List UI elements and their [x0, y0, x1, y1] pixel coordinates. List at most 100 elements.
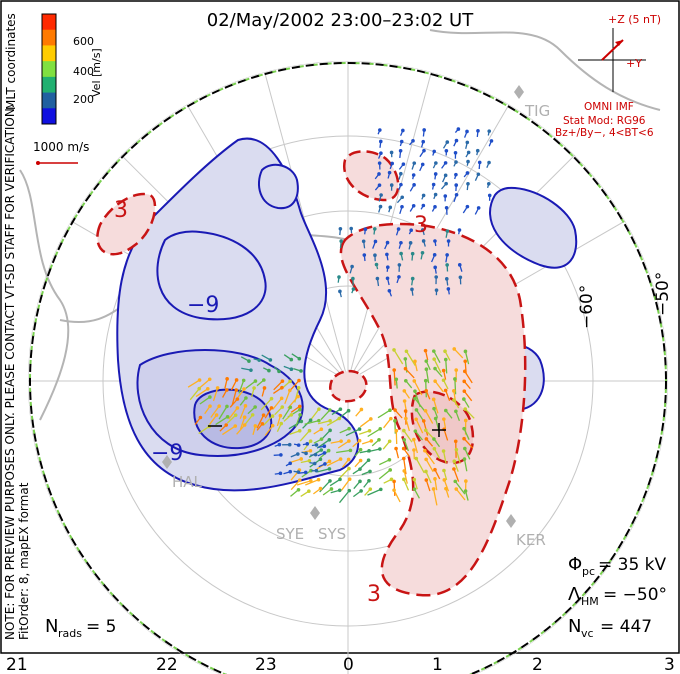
velocity-vector-origin — [465, 129, 469, 134]
velocity-vector-origin — [433, 467, 437, 472]
velocity-vector-origin — [463, 407, 468, 411]
station-marker-sye — [310, 506, 320, 520]
velocity-vector-origin — [278, 413, 283, 418]
velocity-vector-origin — [308, 448, 313, 453]
velocity-vector-origin — [252, 386, 256, 390]
velocity-vector-origin — [433, 416, 438, 421]
velocity-vector — [453, 460, 459, 472]
velocity-vector-origin — [413, 396, 417, 401]
velocity-vector-origin — [487, 160, 491, 165]
coastline-antarctic-west — [19, 169, 70, 421]
negative-contour-small — [258, 163, 299, 210]
velocity-vector — [454, 480, 466, 495]
colorbar — [41, 13, 57, 125]
velocity-vector — [433, 358, 442, 374]
velocity-vector — [453, 468, 460, 482]
velocity-vector — [226, 414, 237, 424]
velocity-vector-origin — [316, 477, 321, 482]
velocity-vector-origin — [404, 349, 409, 354]
fit-order-note: FitOrder: 8, mapEX format — [17, 482, 31, 640]
velocity-vector-origin — [411, 204, 416, 208]
velocity-vector — [463, 428, 470, 440]
velocity-vector-origin — [454, 138, 459, 143]
velocity-vector — [463, 390, 473, 402]
velocity-vector-origin — [357, 427, 362, 431]
velocity-vectors — [187, 127, 494, 506]
velocity-vector-origin — [197, 378, 202, 382]
velocity-vector-origin — [444, 277, 449, 281]
velocity-vector-origin — [388, 205, 393, 210]
velocity-vector — [239, 416, 246, 430]
velocity-vector — [393, 489, 401, 503]
velocity-vector-origin — [287, 442, 292, 447]
hm-boundary-green — [29, 62, 667, 674]
velocity-vector — [393, 369, 396, 386]
velocity-vector-origin — [307, 489, 311, 494]
velocity-vector-origin — [487, 129, 492, 133]
velocity-vector — [378, 469, 391, 480]
velocity-vector-origin — [476, 206, 481, 210]
velocity-vector-origin — [309, 479, 313, 483]
velocity-vector-origin — [338, 226, 343, 231]
velocity-vector — [229, 398, 238, 408]
velocity-vector-origin — [297, 478, 302, 483]
velocity-vector-origin — [379, 151, 383, 155]
velocity-vector-origin — [421, 139, 426, 144]
positive-contour-noon — [342, 150, 400, 202]
velocity-vector-origin — [400, 195, 405, 200]
velocity-vector — [273, 380, 283, 391]
velocity-vector-origin — [318, 486, 323, 491]
velocity-vector-origin — [393, 419, 397, 423]
velocity-vector-origin — [464, 479, 468, 483]
velocity-vector-origin — [387, 288, 392, 293]
velocity-vector-origin — [424, 428, 428, 433]
velocity-vector-origin — [373, 239, 378, 244]
stat-nvc-symbol: N — [568, 616, 581, 637]
velocity-vector — [336, 449, 351, 454]
velocity-vector-origin — [420, 250, 425, 255]
velocity-vector-origin — [462, 426, 466, 431]
station-label-hal: HAL — [172, 473, 203, 491]
station-marker-ker — [506, 514, 516, 528]
velocity-vector-origin — [242, 415, 247, 420]
velocity-vector — [272, 397, 283, 410]
velocity-vector — [445, 359, 448, 374]
velocity-vector-origin — [224, 423, 229, 427]
velocity-vector-origin — [319, 448, 324, 452]
velocity-vector — [413, 439, 419, 454]
velocity-vector — [455, 449, 461, 464]
station-label-sys: SYS — [318, 525, 346, 543]
velocity-vector — [425, 410, 434, 424]
velocity-vector-origin — [377, 161, 382, 165]
velocity-vector-origin — [421, 203, 426, 208]
velocity-vector-origin — [454, 487, 459, 491]
velocity-vector-origin — [369, 439, 374, 443]
velocity-vector-origin — [462, 436, 466, 441]
velocity-vector-origin — [420, 228, 425, 232]
velocity-vector-origin — [257, 358, 261, 362]
velocity-vector — [284, 390, 291, 405]
velocity-vector-origin — [445, 140, 450, 144]
velocity-vector — [239, 405, 247, 420]
imf-bz-label: +Z (5 nT) — [608, 13, 661, 26]
velocity-vector — [338, 490, 350, 504]
velocity-vector-origin — [243, 404, 248, 408]
negative-contour-dawn — [489, 186, 578, 269]
reference-vector-dot — [36, 161, 40, 165]
velocity-vector-origin — [433, 205, 437, 209]
velocity-vector-origin — [304, 451, 308, 456]
velocity-vector-origin — [411, 173, 416, 177]
velocity-vector — [432, 488, 438, 506]
velocity-vector-origin — [424, 388, 429, 393]
velocity-vector-origin — [367, 478, 371, 483]
velocity-vector-origin — [400, 204, 404, 209]
velocity-vector-origin — [433, 379, 437, 383]
velocity-vector — [463, 438, 474, 449]
velocity-vector — [455, 488, 466, 501]
lat-label-60: −60° — [577, 285, 597, 329]
imf-vector-arrowhead — [615, 40, 623, 46]
velocity-vector-origin — [307, 458, 312, 463]
velocity-vector-origin — [338, 407, 343, 411]
velocity-vector-origin — [357, 438, 362, 443]
velocity-vector-origin — [441, 368, 446, 373]
